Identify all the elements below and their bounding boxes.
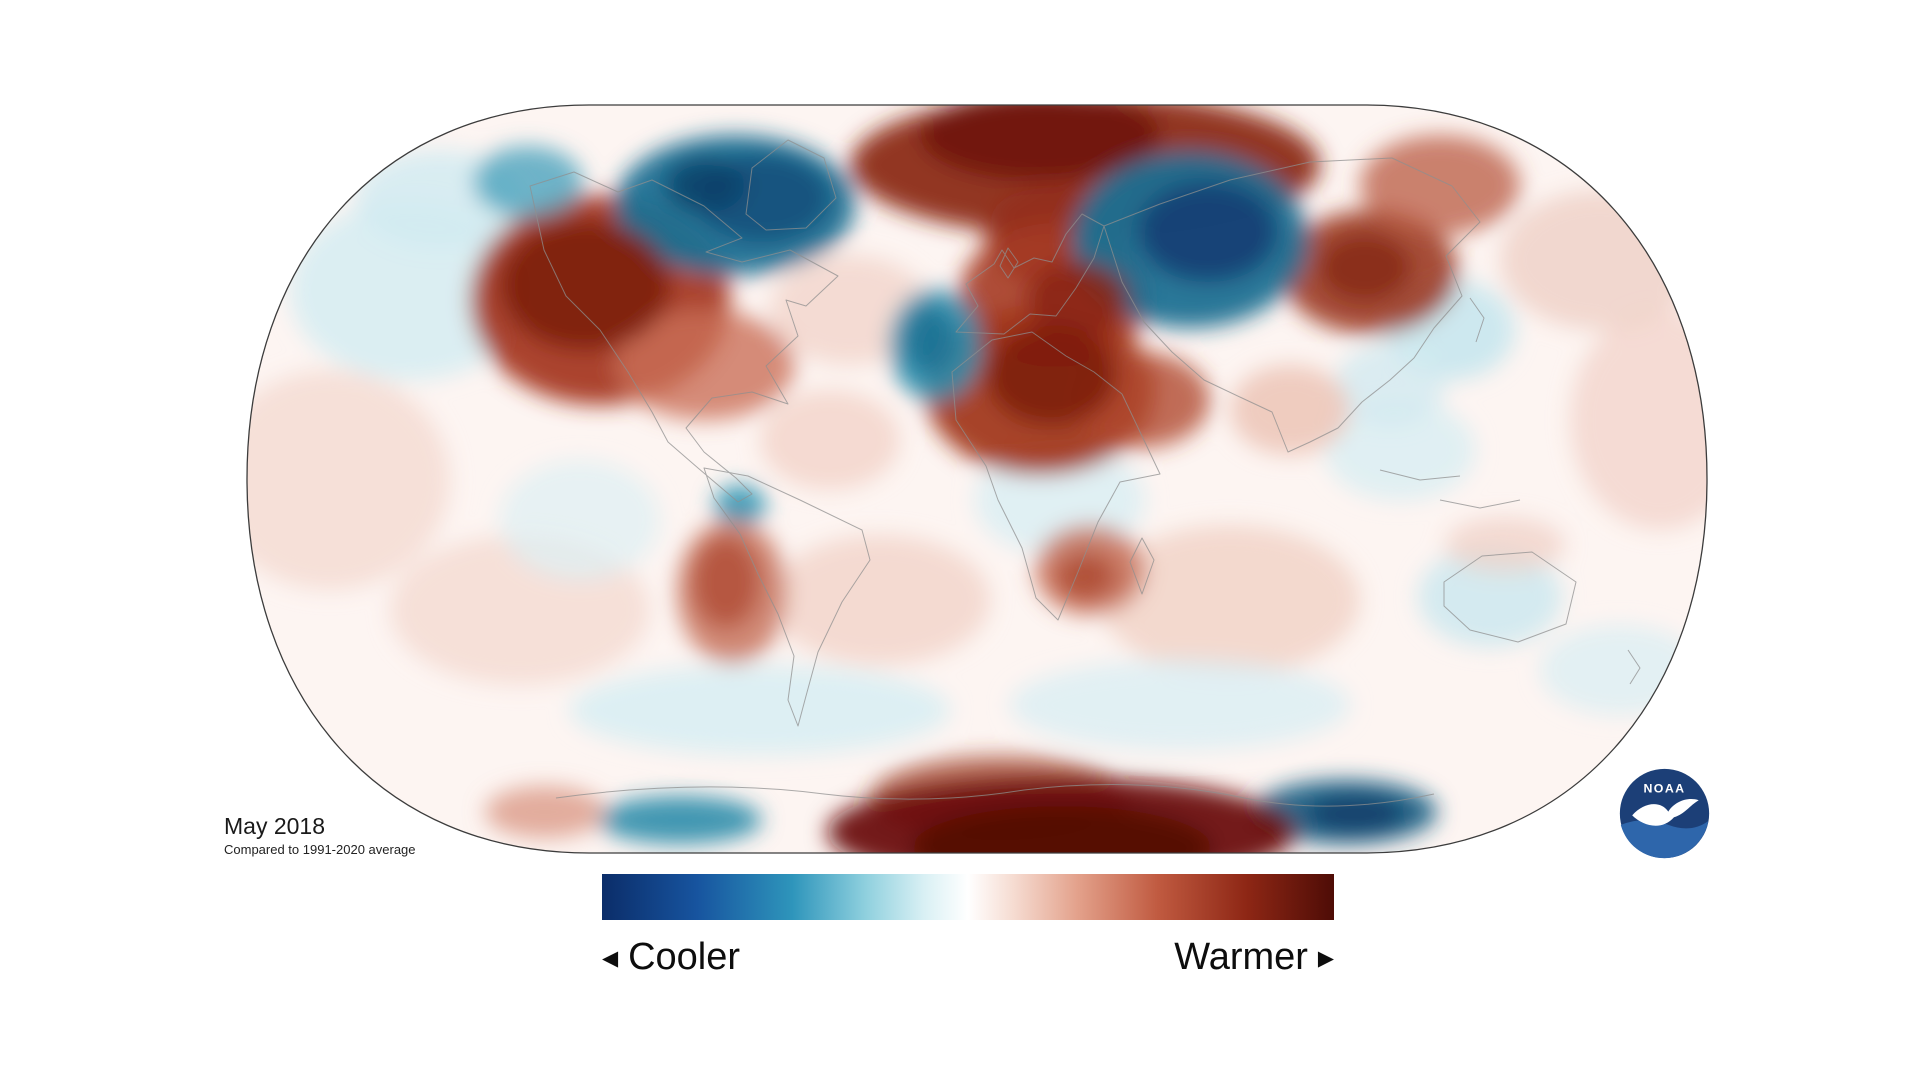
anomaly-region-india-warm xyxy=(1230,365,1350,455)
anomaly-region-arctic-warm-core xyxy=(920,105,1160,180)
anomaly-region-west-pacific-warm-wash xyxy=(247,370,450,590)
cooler-label: Cooler xyxy=(628,936,741,978)
anomaly-region-siberia-cold-core xyxy=(1138,182,1278,282)
coast-antarctica xyxy=(555,784,1435,807)
anomaly-region-right-edge-warm-wash xyxy=(1570,310,1707,530)
legend-labels: ◀ Cooler Warmer ▶ xyxy=(602,936,1334,979)
anomaly-region-southern-ocean-cool-west xyxy=(570,665,950,755)
anomaly-region-iberia-cold-core xyxy=(904,306,956,374)
coast-madagascar xyxy=(1129,537,1155,595)
cooler-arrow-icon: ◀ xyxy=(602,947,619,970)
coast-africa xyxy=(951,331,1161,621)
coast-north-america xyxy=(529,171,839,503)
anomaly-region-australia-cool xyxy=(1418,547,1562,647)
coast-indonesia xyxy=(1379,469,1521,509)
coastlines xyxy=(529,139,1641,807)
anomaly-region-south-africa-warm-core xyxy=(1056,552,1116,600)
coast-greenland xyxy=(745,139,837,231)
noaa-logo: NOAA xyxy=(1619,768,1710,859)
noaa-logo-text: NOAA xyxy=(1643,782,1685,796)
anomaly-region-south-america-warm-core xyxy=(692,536,760,628)
anomaly-region-ne-asia-warm xyxy=(1360,135,1520,235)
date-label: May 2018 xyxy=(224,813,326,839)
anomaly-region-central-asia-warm-core xyxy=(1319,234,1411,302)
anomaly-region-se-asia-cool xyxy=(1325,400,1475,500)
anomaly-region-alaska-cool xyxy=(473,146,583,218)
anomaly-region-east-pacific-cool-wash xyxy=(500,460,660,580)
map-outline xyxy=(246,104,1708,854)
anomaly-region-ne-pacific-warm-wash xyxy=(1500,190,1700,330)
anomaly-region-europe-warm-core xyxy=(1028,262,1128,338)
anomaly-region-antarctica-cool-left xyxy=(598,796,762,844)
anomaly-region-antarctica-warm-left-edge xyxy=(485,786,605,838)
caption-block: May 2018 Compared to 1991-2020 average xyxy=(224,813,416,858)
coast-britain xyxy=(999,247,1019,279)
warmer-legend: Warmer ▶ xyxy=(1174,936,1334,979)
anomaly-region-mid-atlantic-warm-wash xyxy=(760,390,900,490)
noaa-logo-gull-icon xyxy=(1632,799,1699,826)
anomaly-region-china-cool xyxy=(1335,343,1445,427)
anomaly-region-baffin-cold-core xyxy=(665,157,745,213)
anomaly-region-antarctica-cold-right-core xyxy=(1306,794,1406,834)
anomaly-region-amazon-cool-spot xyxy=(714,485,766,525)
anomaly-region-south-atlantic-warm-wash xyxy=(770,535,990,665)
anomaly-region-north-australia-warm xyxy=(1445,517,1565,573)
anomaly-blob-layer xyxy=(247,105,1707,853)
coast-japan xyxy=(1469,297,1485,343)
warmer-label: Warmer xyxy=(1174,936,1308,978)
coast-south-america xyxy=(703,467,871,727)
cooler-legend: ◀ Cooler xyxy=(602,936,740,979)
coast-europe xyxy=(955,213,1105,335)
anomaly-region-tasman-cool xyxy=(1540,625,1700,715)
anomaly-region-southern-ocean-cool-east xyxy=(1010,660,1350,750)
coast-australia xyxy=(1443,551,1577,643)
anomaly-region-antarctica-maroon-core xyxy=(912,806,1212,853)
colorbar xyxy=(602,874,1334,920)
noaa-logo-ocean xyxy=(1620,820,1709,859)
anomaly-region-north-africa-warm-core xyxy=(987,325,1117,425)
anomaly-region-indian-ocean-warm-wash xyxy=(1100,525,1360,675)
warmer-arrow-icon: ▶ xyxy=(1317,947,1334,970)
coast-new-zealand xyxy=(1627,649,1641,685)
coast-asia xyxy=(1103,157,1481,453)
anomaly-region-west-north-america-core xyxy=(500,220,670,350)
baseline-note: Compared to 1991-2020 average xyxy=(224,842,416,858)
